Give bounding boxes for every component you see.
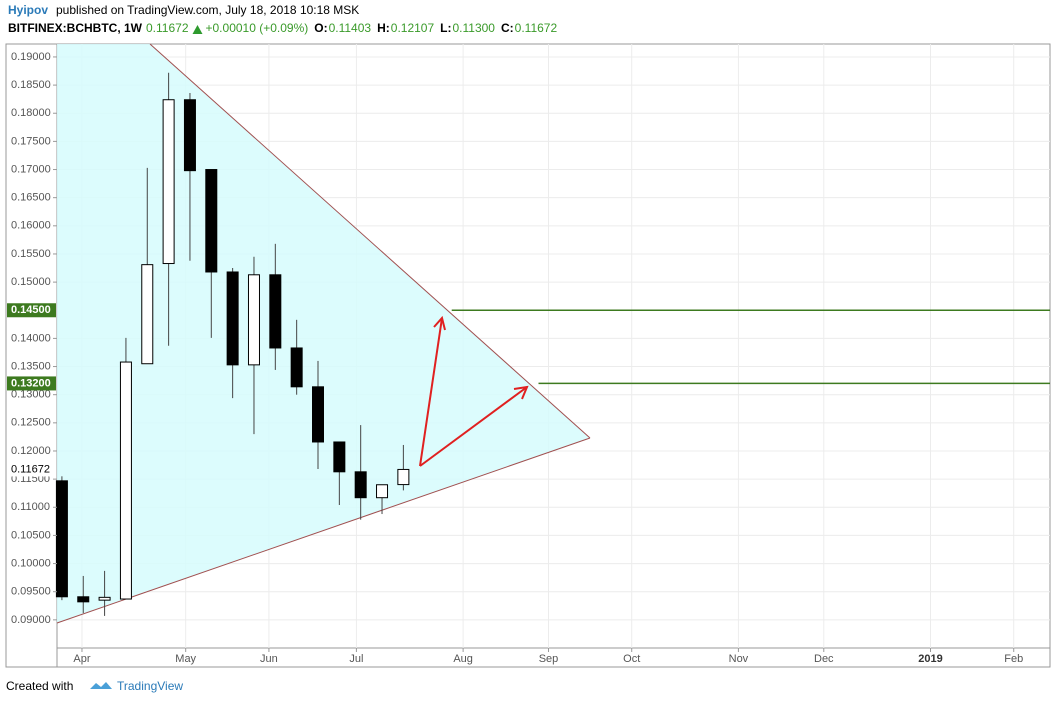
x-tick-label: May [175,653,196,665]
header-item: 0.11672 [146,21,189,35]
x-tick-label: Sep [539,653,559,665]
x-tick-label: Apr [73,653,90,665]
candle-body [183,99,196,172]
triangle-fill [57,44,590,623]
candle-body [77,596,90,603]
x-tick-label: Jul [349,653,363,665]
candle-body [376,484,389,499]
price-label: 0.14500 [11,304,51,316]
y-tick-label: 0.10000 [11,557,51,569]
axes: 0.090000.095000.100000.105000.110000.115… [7,51,1023,665]
price-label: 0.13200 [11,377,51,389]
candle-body [290,347,303,388]
price-label-box [7,303,56,318]
y-tick-label: 0.14000 [11,332,51,344]
header-item: 0.11403 [329,21,372,35]
arrow-head [513,385,529,400]
arrow [419,317,443,467]
candle-body [98,596,111,601]
header-item: L: [440,21,451,35]
x-tick-label: Aug [453,653,473,665]
frame [5,43,1051,668]
candle-body [269,274,282,349]
y-tick-label: 0.10500 [11,529,51,541]
header-item: 0.11300 [452,21,495,35]
y-tick-label: 0.15000 [11,276,51,288]
candle-body [162,99,175,265]
x-tick-label: Dec [814,653,834,665]
candle-body [119,361,132,600]
up-arrow [192,25,203,34]
arrows [419,315,529,467]
published: published on TradingView.com, July 18, 2… [56,3,359,17]
header-item: BITFINEX:BCHBTC, 1W [8,21,143,35]
price-label-box [7,376,56,391]
y-tick-label: 0.18000 [11,107,51,119]
logo [90,682,112,689]
x-tick-label: 2019 [918,653,942,665]
x-tick-label: Oct [623,653,640,665]
candle-body [55,480,68,598]
y-tick-label: 0.12500 [11,417,51,429]
y-tick-label: 0.18500 [11,79,51,91]
candle-body [205,169,218,273]
candle-body [226,271,239,366]
y-tick-label: 0.11000 [11,501,50,513]
last-price-label: 0.11672 [11,463,50,475]
y-tick-label: 0.16500 [11,192,51,204]
header-item: +0.00010 (+0.09%) [206,21,309,35]
candle-body [312,386,325,443]
y-tick-label: 0.12000 [11,445,51,457]
arrow-head [433,315,446,331]
footer-text: Created with [6,679,73,693]
y-tick-label: 0.13500 [11,360,51,372]
header-item: 0.11672 [515,21,558,35]
candle-body [333,441,346,473]
trend-line [149,43,591,439]
author[interactable]: Hyipov [8,3,48,17]
footer-brand[interactable]: TradingView [117,679,183,693]
plot [55,72,1050,616]
candle-body [141,264,154,365]
y-tick-label: 0.13000 [11,389,51,401]
x-tick-label: Feb [1004,653,1023,665]
candle-body [397,468,410,486]
y-tick-label: 0.16000 [11,220,51,232]
header-item: 0.12107 [391,21,435,35]
header-item: H: [377,21,390,35]
y-tick-label: 0.17000 [11,163,51,175]
header-item: C: [501,21,514,35]
header-item: O: [314,21,327,35]
trend-line [56,437,591,624]
last-price-box [7,462,56,477]
y-tick-label: 0.19000 [11,51,51,63]
arrow [419,386,528,467]
symbol-line: BITFINEX:BCHBTC, 1W 0.11672 +0.00010 (+0.0… [8,21,557,35]
y-tick-label: 0.17500 [11,135,51,147]
y-tick-label: 0.09000 [11,614,51,626]
candle-body [354,471,367,499]
x-tick-label: Jun [260,653,278,665]
y-tick-label: 0.15500 [11,248,51,260]
x-tick-label: Nov [729,653,749,665]
candle-body [247,274,260,366]
y-tick-label: 0.09500 [11,586,51,598]
